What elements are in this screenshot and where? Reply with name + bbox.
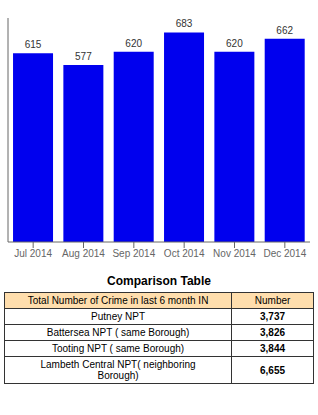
svg-text:620: 620 <box>125 38 142 49</box>
svg-text:615: 615 <box>25 39 42 50</box>
svg-text:662: 662 <box>276 25 293 36</box>
svg-text:Sep 2014: Sep 2014 <box>112 248 155 259</box>
html-text:Total Number of Crime in last: Total Number of Crime in last 6 month IN <box>27 295 209 306</box>
svg-text:Jul 2014: Jul 2014 <box>14 248 52 259</box>
svg-text:Nov 2014: Nov 2014 <box>213 248 256 259</box>
html-text:Lambeth Central NPT( neighbori: Lambeth Central NPT( neighboring Borough… <box>40 359 196 381</box>
html-text:Tooting NPT ( same Borough): Tooting NPT ( same Borough) <box>52 343 185 354</box>
svg-text:577: 577 <box>75 51 92 62</box>
html-text:Putney NPT: Putney NPT <box>91 311 145 322</box>
html-text:3,844: 3,844 <box>260 343 286 354</box>
html-text:3,826: 3,826 <box>260 327 286 338</box>
svg-text:620: 620 <box>226 38 243 49</box>
svg-text:Dec 2014: Dec 2014 <box>263 248 306 259</box>
svg-text:Oct 2014: Oct 2014 <box>164 248 205 259</box>
svg-text:683: 683 <box>176 18 193 29</box>
svg-text:Aug 2014: Aug 2014 <box>62 248 105 259</box>
html-text:6,655: 6,655 <box>260 364 286 376</box>
html-text:3,737: 3,737 <box>260 311 286 322</box>
html-text:Comparison Table: Comparison Table <box>107 274 211 288</box>
html-text:Battersea NPT ( same Borough): Battersea NPT ( same Borough) <box>46 327 190 338</box>
html-text:Number: Number <box>254 295 291 306</box>
